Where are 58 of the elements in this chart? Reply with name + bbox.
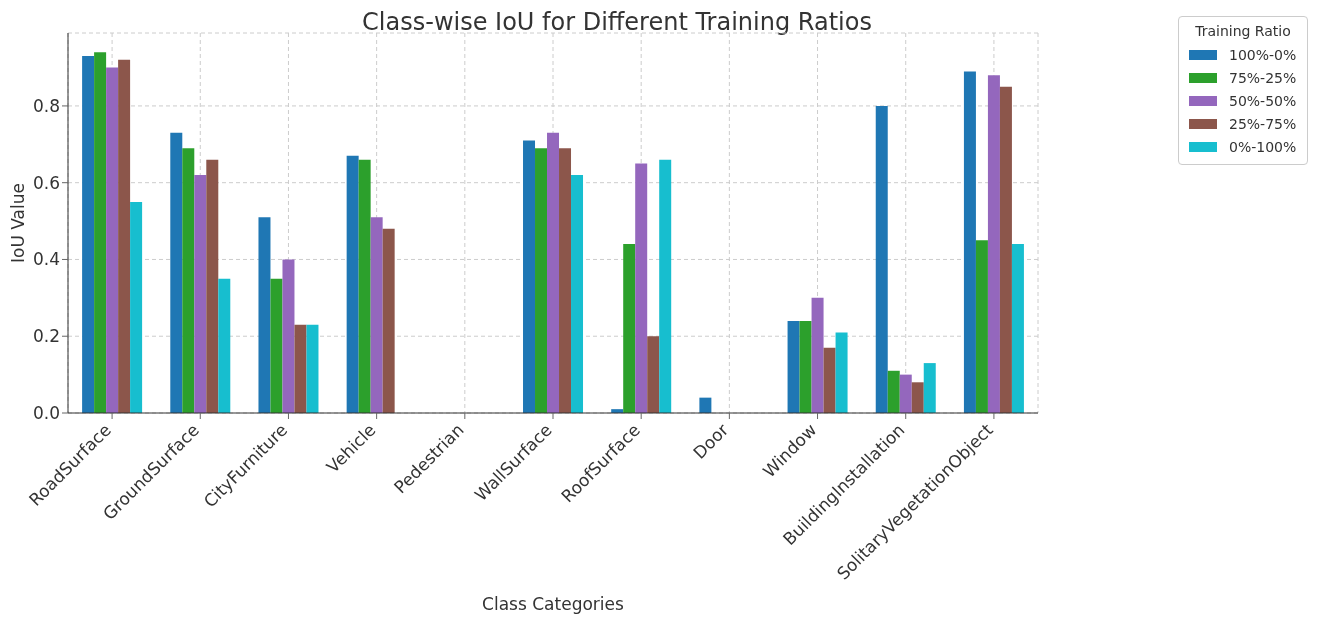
bar: [523, 140, 536, 413]
bar: [787, 320, 800, 413]
bar: [130, 201, 143, 413]
bar: [963, 71, 976, 413]
legend-title: Training Ratio: [1194, 23, 1292, 39]
bar: [987, 75, 1000, 413]
bar: [799, 320, 812, 413]
bar: [911, 382, 924, 413]
legend-label: 25%-75%: [1228, 114, 1297, 134]
bar: [811, 297, 824, 413]
bar: [382, 228, 395, 413]
legend-label: 0%-100%: [1228, 137, 1297, 157]
bar: [258, 217, 271, 413]
bar: [535, 148, 548, 413]
bar: [82, 56, 95, 413]
bar: [118, 59, 131, 413]
bar: [571, 175, 584, 413]
chart-title: Class-wise IoU for Different Training Ratios: [361, 8, 873, 36]
bar: [218, 278, 231, 413]
bar: [94, 52, 107, 413]
bar: [306, 324, 319, 413]
legend-label: 50%-50%: [1228, 91, 1297, 111]
bar: [823, 347, 836, 413]
bar: [623, 244, 636, 413]
y-axis-title: IoU Value: [8, 183, 29, 263]
bar: [206, 159, 219, 413]
bar: [1011, 244, 1024, 413]
bar: [170, 132, 183, 413]
legend-label: 75%-25%: [1228, 68, 1297, 88]
bar: [547, 132, 560, 413]
bar: [699, 397, 712, 413]
bar: [899, 374, 912, 413]
bar: [358, 159, 371, 413]
bar: [370, 217, 383, 413]
bar: [346, 155, 359, 413]
y-tick-label: 0.0: [32, 403, 60, 424]
bar: [923, 363, 936, 413]
bar: [659, 159, 672, 413]
bar: [887, 370, 900, 413]
bar: [975, 240, 988, 413]
y-tick-label: 0.6: [32, 172, 60, 193]
bar: [294, 324, 307, 413]
bar: [647, 336, 660, 413]
bar: [875, 105, 888, 413]
legend-label: 100%-0%: [1228, 45, 1297, 65]
bar: [835, 332, 848, 413]
bar: [270, 278, 283, 413]
y-tick-label: 0.8: [32, 95, 60, 116]
bar: [106, 67, 119, 413]
bar: [559, 148, 572, 413]
bar: [635, 163, 648, 413]
x-axis-title: Class Categories: [482, 594, 625, 614]
bar: [182, 148, 195, 413]
bar: [282, 259, 295, 413]
y-tick-label: 0.4: [32, 249, 60, 270]
bar: [194, 175, 207, 413]
bar: [999, 86, 1012, 413]
y-tick-label: 0.2: [32, 326, 60, 347]
